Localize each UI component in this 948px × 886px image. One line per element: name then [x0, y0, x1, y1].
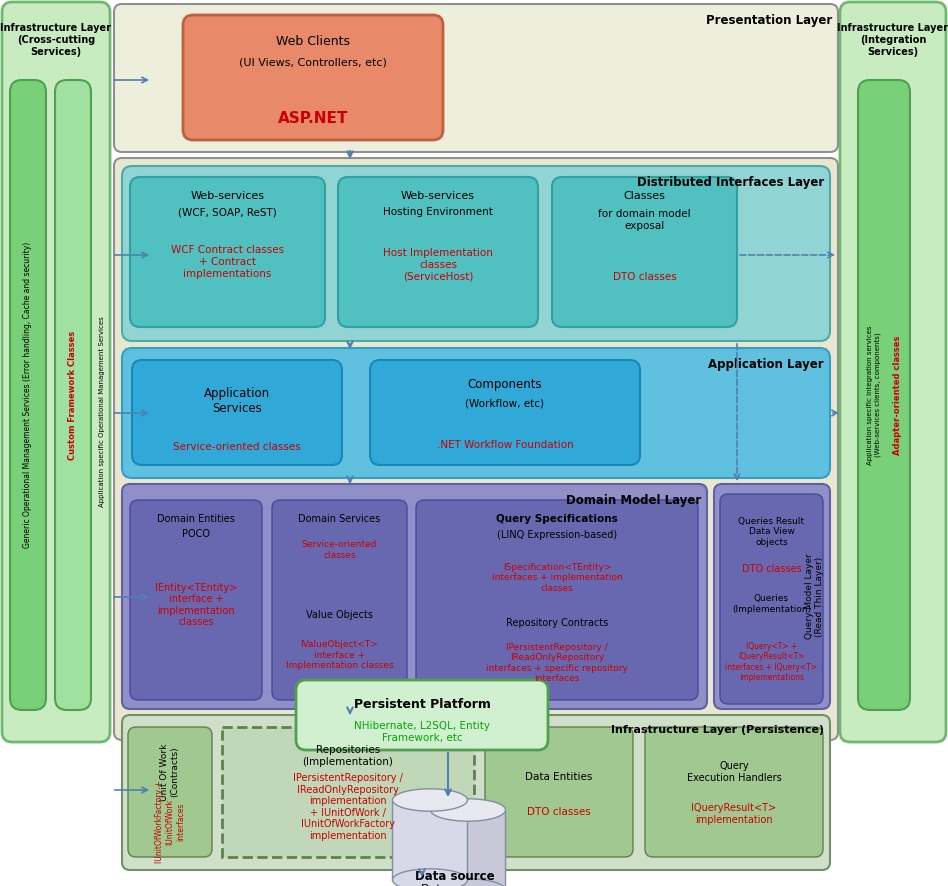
FancyBboxPatch shape	[130, 500, 262, 700]
Text: WCF Contract classes
+ Contract
implementations: WCF Contract classes + Contract implemen…	[171, 245, 284, 278]
Text: Query Specifications: Query Specifications	[496, 514, 618, 524]
FancyBboxPatch shape	[130, 177, 325, 327]
Text: IPersistentRepository /
IReadOnlyRepository
implementation
+ IUnitOfWork /
IUnit: IPersistentRepository / IReadOnlyReposit…	[293, 773, 403, 841]
Text: Persistent Platform: Persistent Platform	[354, 698, 490, 711]
Text: Components: Components	[467, 378, 542, 391]
FancyBboxPatch shape	[122, 348, 830, 478]
Bar	[430, 810, 505, 886]
Text: POCO: POCO	[182, 529, 210, 539]
Text: (Workflow, etc): (Workflow, etc)	[465, 398, 544, 408]
FancyBboxPatch shape	[55, 80, 91, 710]
Text: Query
Execution Handlers: Query Execution Handlers	[686, 761, 781, 783]
Text: Unit Of Work
(Contracts): Unit Of Work (Contracts)	[160, 743, 180, 801]
Text: Domain Entities: Domain Entities	[157, 514, 235, 524]
Text: DTO classes: DTO classes	[527, 807, 591, 817]
FancyBboxPatch shape	[720, 494, 823, 704]
Text: Queries Result
Data View
objects: Queries Result Data View objects	[738, 517, 805, 547]
Text: Generic Operational Management Services (Error handling, Cache and security): Generic Operational Management Services …	[24, 242, 32, 548]
FancyBboxPatch shape	[128, 727, 212, 857]
Text: Application
Services: Application Services	[204, 386, 270, 415]
Text: IValueObject<T>
interface +
Implementation classes: IValueObject<T> interface + Implementati…	[285, 640, 393, 670]
Text: Application Layer: Application Layer	[708, 358, 824, 371]
FancyBboxPatch shape	[122, 715, 830, 870]
Text: Domain Services: Domain Services	[299, 514, 381, 524]
Text: Queries
(Implementation): Queries (Implementation)	[732, 595, 811, 614]
FancyBboxPatch shape	[714, 484, 830, 709]
Text: IPersistentRepository /
IReadOnlyRepository
interfaces + specific repository
int: IPersistentRepository / IReadOnlyReposit…	[486, 643, 628, 683]
Text: IQuery<T> +
IQueryResult<T>
interfaces + IQuery<T>
implementations: IQuery<T> + IQueryResult<T> interfaces +…	[725, 641, 817, 682]
FancyBboxPatch shape	[296, 680, 548, 750]
Text: Hosting Environment: Hosting Environment	[383, 207, 493, 217]
Text: Service-oriented
classes: Service-oriented classes	[301, 540, 377, 560]
Text: DTO classes: DTO classes	[612, 272, 676, 282]
FancyBboxPatch shape	[645, 727, 823, 857]
FancyBboxPatch shape	[370, 360, 640, 465]
Text: (UI Views, Controllers, etc): (UI Views, Controllers, etc)	[239, 57, 387, 67]
FancyBboxPatch shape	[858, 80, 910, 710]
Text: Infrastructure Layer
(Integration
Services): Infrastructure Layer (Integration Servic…	[837, 23, 948, 57]
FancyBboxPatch shape	[840, 2, 946, 742]
FancyBboxPatch shape	[10, 80, 46, 710]
FancyBboxPatch shape	[338, 177, 538, 327]
Text: .NET Workflow Foundation: .NET Workflow Foundation	[437, 440, 574, 450]
Text: Presentation Layer: Presentation Layer	[705, 14, 832, 27]
Text: Host Implementation
classes
(ServiceHost): Host Implementation classes (ServiceHost…	[383, 248, 493, 282]
Text: Web Clients: Web Clients	[276, 35, 350, 48]
FancyBboxPatch shape	[132, 360, 342, 465]
FancyBboxPatch shape	[114, 158, 838, 740]
Text: Distributed Interfaces Layer: Distributed Interfaces Layer	[637, 176, 824, 189]
FancyBboxPatch shape	[416, 500, 698, 700]
Ellipse shape	[430, 799, 505, 821]
Text: IUnitOfWorkFactory +
IUnitOfWork
interfaces: IUnitOfWorkFactory + IUnitOfWork interfa…	[155, 781, 185, 863]
FancyBboxPatch shape	[122, 484, 707, 709]
FancyBboxPatch shape	[122, 166, 830, 341]
Text: Custom Framework Classes: Custom Framework Classes	[68, 330, 78, 460]
Ellipse shape	[430, 879, 505, 886]
Bar	[392, 800, 467, 880]
Text: for domain model
exposal: for domain model exposal	[598, 209, 691, 230]
Text: Infrastructure Layer
(Cross-cutting
Services): Infrastructure Layer (Cross-cutting Serv…	[1, 23, 112, 57]
Text: Application specific integration services
(Web-services clients, components): Application specific integration service…	[867, 325, 881, 465]
Text: Adapter-oriented classes: Adapter-oriented classes	[894, 335, 902, 455]
FancyBboxPatch shape	[2, 2, 110, 742]
Ellipse shape	[392, 869, 467, 886]
FancyBboxPatch shape	[272, 500, 407, 700]
Ellipse shape	[392, 789, 467, 812]
Text: Query Model Layer
(Read Thin Layer): Query Model Layer (Read Thin Layer)	[805, 554, 824, 640]
Text: (WCF, SOAP, ReST): (WCF, SOAP, ReST)	[178, 207, 277, 217]
Text: DTO classes: DTO classes	[741, 564, 801, 574]
Bar	[222, 727, 474, 857]
Text: Repositories
(Implementation): Repositories (Implementation)	[302, 745, 393, 766]
Text: Domain Model Layer: Domain Model Layer	[566, 494, 701, 507]
Text: (LINQ Expression-based): (LINQ Expression-based)	[497, 530, 617, 540]
FancyBboxPatch shape	[485, 727, 633, 857]
Text: IEntity<TEntity>
interface +
implementation
classes: IEntity<TEntity> interface + implementat…	[155, 583, 237, 627]
Text: Data source: Data source	[422, 884, 488, 886]
Text: Repository Contracts: Repository Contracts	[506, 618, 608, 628]
Text: IQueryResult<T>
implementation: IQueryResult<T> implementation	[691, 804, 776, 825]
FancyBboxPatch shape	[114, 4, 838, 152]
Text: Data Entities: Data Entities	[525, 772, 592, 782]
Text: ISpecification<TEntity>
interfaces + implementation
classes: ISpecification<TEntity> interfaces + imp…	[492, 563, 623, 593]
Text: Service-oriented classes: Service-oriented classes	[173, 442, 301, 452]
Text: Web-services: Web-services	[191, 191, 264, 201]
FancyBboxPatch shape	[552, 177, 737, 327]
Text: Classes: Classes	[624, 191, 665, 201]
Text: Application specific Operational Management Services: Application specific Operational Managem…	[99, 316, 105, 508]
FancyBboxPatch shape	[183, 15, 443, 140]
Text: NHibernate, L2SQL, Entity
Framework, etc: NHibernate, L2SQL, Entity Framework, etc	[354, 721, 490, 742]
Text: Value Objects: Value Objects	[306, 610, 373, 620]
Text: Web-services: Web-services	[401, 191, 475, 201]
Text: Data source: Data source	[415, 870, 495, 883]
Text: Infrastructure Layer (Persistence): Infrastructure Layer (Persistence)	[611, 725, 824, 735]
Text: ASP.NET: ASP.NET	[278, 111, 348, 126]
